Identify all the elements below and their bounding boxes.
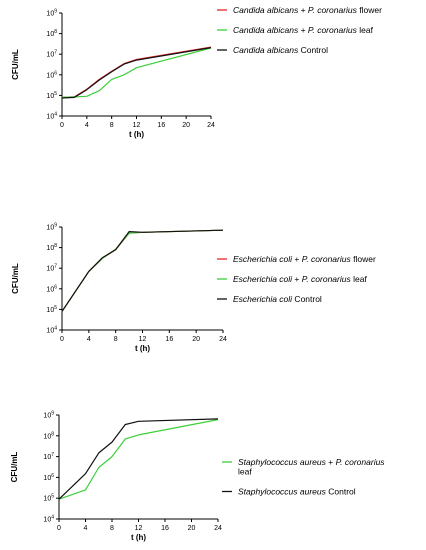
y-axis-label: CFU/mL <box>11 49 20 80</box>
y-axis-label: CFU/mL <box>10 452 19 483</box>
legend-entry: Candida albicans + P. coronarius flower <box>233 5 382 15</box>
legend-entry-continued: leaf <box>238 467 252 477</box>
y-tick-label: 106 <box>46 70 57 79</box>
x-tick-label: 8 <box>110 122 114 129</box>
series-line <box>61 47 212 98</box>
series-line <box>61 229 224 312</box>
x-tick-label: 12 <box>135 525 143 532</box>
legend-entry: Escherichia coli Control <box>233 294 322 304</box>
y-tick-label: 107 <box>46 50 57 59</box>
y-tick-label: 104 <box>43 515 54 524</box>
chart-panel-ecoli: 0 4 8 12 16 20 24 104 105 106 107 108 109 t (h) CFU/mL… <box>11 223 376 354</box>
y-tick-label: 106 <box>43 473 54 482</box>
series-line <box>58 419 219 500</box>
x-tick-label: 4 <box>85 122 89 129</box>
y-tick-label: 104 <box>46 326 57 335</box>
y-tick-label: 105 <box>46 91 57 100</box>
x-tick-label: 20 <box>192 336 200 343</box>
legend-entry: Candida albicans + P. coronarius leaf <box>233 25 374 35</box>
x-tick-label: 0 <box>60 336 64 343</box>
x-tick-label: 0 <box>60 122 64 129</box>
y-tick-label: 108 <box>43 431 54 440</box>
legend-entry: Staphylococcus aureus Control <box>238 487 356 497</box>
y-axis-label: CFU/mL <box>11 263 20 294</box>
y-tick-label: 108 <box>46 243 57 252</box>
x-axis-label: t (h) <box>131 533 146 542</box>
x-tick-label: 24 <box>219 336 227 343</box>
legend-entry: Candida albicans Control <box>233 45 328 55</box>
chart-panel-candida: 0 4 8 12 16 20 24 104 105 106 107 108 109 t (h) CFU/mL… <box>11 5 382 139</box>
x-tick-label: 24 <box>207 122 215 129</box>
x-tick-label: 4 <box>87 336 91 343</box>
y-tick-label: 107 <box>43 452 54 461</box>
y-tick-label: 105 <box>43 494 54 503</box>
x-tick-label: 20 <box>182 122 190 129</box>
y-tick-label: 109 <box>46 223 57 232</box>
x-tick-label: 20 <box>188 525 196 532</box>
x-tick-label: 4 <box>84 525 88 532</box>
y-tick-label: 107 <box>46 264 57 273</box>
x-tick-label: 12 <box>133 122 141 129</box>
x-axis-label: t (h) <box>135 344 150 353</box>
x-tick-label: 16 <box>157 122 165 129</box>
y-tick-label: 106 <box>46 284 57 293</box>
series-line <box>61 229 224 312</box>
legend-entry: Escherichia coli + P. coronarius flower <box>233 254 376 264</box>
x-tick-label: 24 <box>214 525 222 532</box>
y-tick-label: 104 <box>46 112 57 121</box>
x-tick-label: 8 <box>110 525 114 532</box>
y-tick-label: 109 <box>46 9 57 18</box>
series-line <box>58 418 219 500</box>
y-tick-label: 108 <box>46 29 57 38</box>
series-line <box>61 46 212 98</box>
y-tick-label: 105 <box>46 305 57 314</box>
x-tick-label: 16 <box>161 525 169 532</box>
x-tick-label: 12 <box>139 336 147 343</box>
x-tick-label: 0 <box>57 525 61 532</box>
x-axis-label: t (h) <box>129 130 144 139</box>
series-line <box>61 47 212 99</box>
legend-entry: Escherichia coli + P. coronarius leaf <box>233 274 367 284</box>
chart-panel-staphylococcus: 0 4 8 12 16 20 24 104 105 106 107 108 109 t (h) CFU/mL… <box>10 411 385 543</box>
series-line <box>61 229 224 312</box>
legend-entry: Staphylococcus aureus + P. coronarius <box>238 457 385 467</box>
x-tick-label: 8 <box>114 336 118 343</box>
y-tick-label: 109 <box>43 411 54 420</box>
x-tick-label: 16 <box>165 336 173 343</box>
